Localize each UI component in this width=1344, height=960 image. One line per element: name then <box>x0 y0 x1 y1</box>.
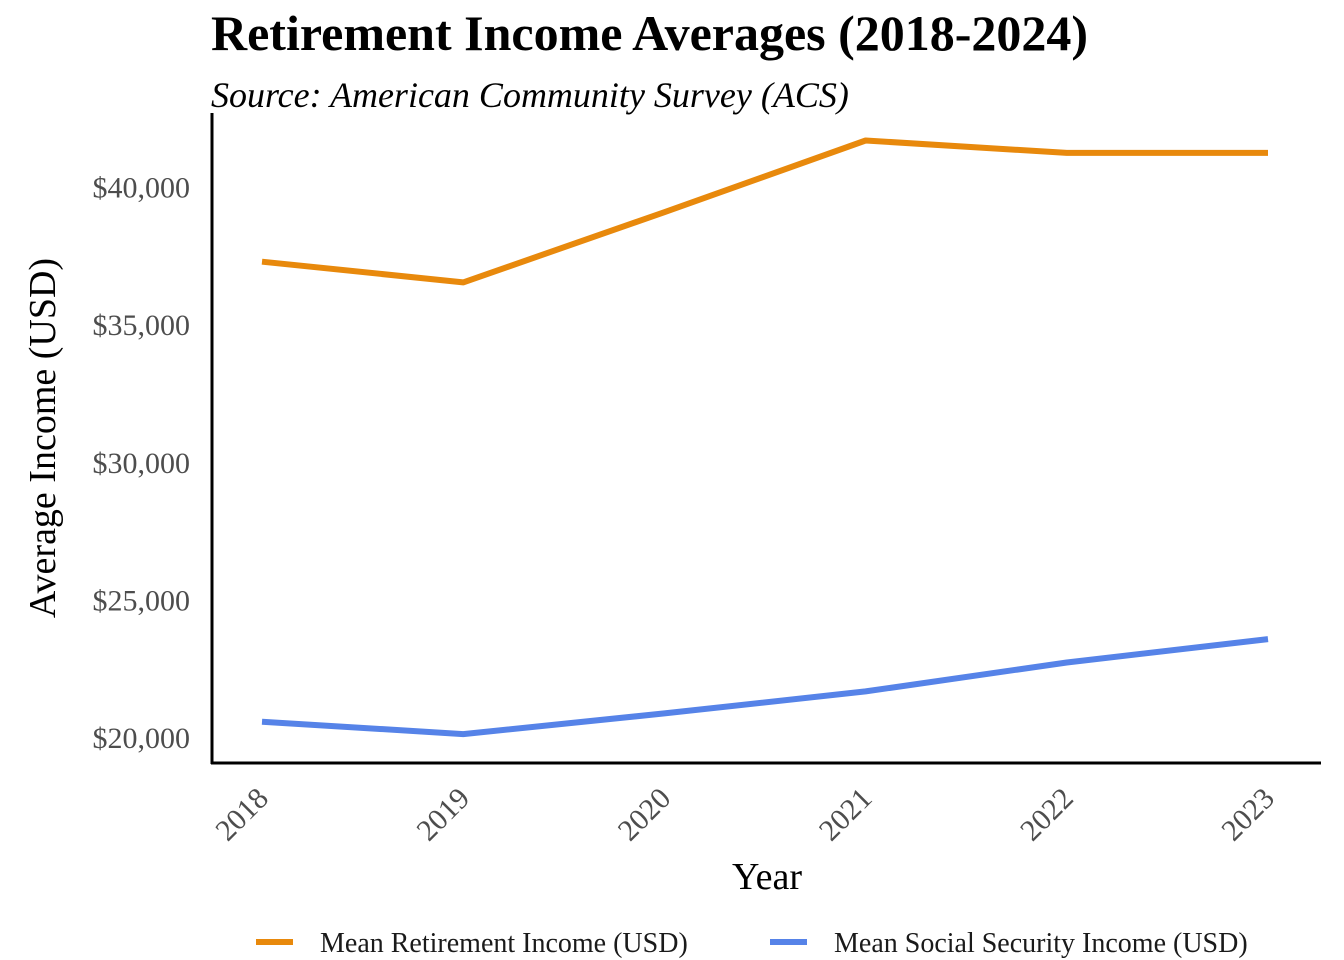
y-tick-label: $35,000 <box>93 309 191 342</box>
x-tick-label: 2023 <box>1215 782 1281 848</box>
x-tick-label: 2021 <box>813 782 879 848</box>
series-lines <box>261 137 1269 738</box>
legend: Mean Retirement Income (USD) Mean Social … <box>256 928 1248 959</box>
y-tick-label: $40,000 <box>93 171 191 204</box>
x-tick-label: 2019 <box>410 782 476 848</box>
series-line-2 <box>261 636 1269 738</box>
y-tick-label: $30,000 <box>93 447 191 480</box>
x-tick-label: 2022 <box>1014 782 1080 848</box>
x-tick-labels: 2018 2019 2020 2021 2022 2023 <box>209 782 1281 848</box>
x-tick-label: 2018 <box>209 782 275 848</box>
chart-subtitle: Source: American Community Survey (ACS) <box>211 75 849 115</box>
legend-label-1: Mean Retirement Income (USD) <box>320 928 688 959</box>
y-tick-label: $25,000 <box>93 585 191 618</box>
legend-label-2: Mean Social Security Income (USD) <box>834 928 1248 959</box>
series-line-1 <box>261 137 1268 286</box>
chart-title: Retirement Income Averages (2018-2024) <box>211 5 1088 61</box>
y-tick-label: $20,000 <box>93 722 191 755</box>
x-axis-title: Year <box>732 856 802 898</box>
y-axis-title: Average Income (USD) <box>22 258 64 618</box>
y-tick-labels: $20,000 $25,000 $30,000 $35,000 $40,000 <box>93 171 191 755</box>
x-tick-label: 2020 <box>612 782 678 848</box>
